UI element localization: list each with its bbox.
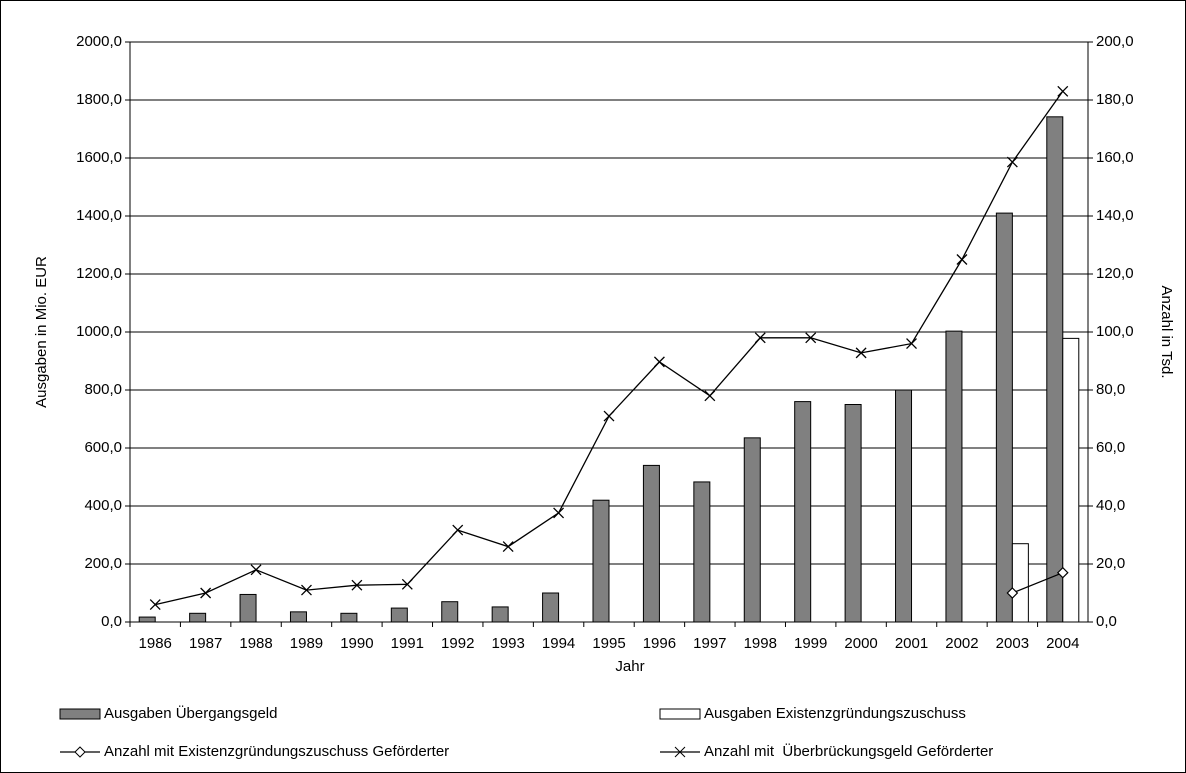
legend-label: Ausgaben Übergangsgeld: [104, 704, 277, 722]
marker: [754, 332, 766, 344]
x-tick-label: 1998: [744, 635, 777, 652]
legend-swatch: [59, 708, 101, 720]
y2-tick-label: 40,0: [1096, 497, 1125, 514]
bar: [592, 499, 610, 623]
x-axis-title: Jahr: [615, 658, 644, 675]
bar: [491, 606, 509, 623]
y2-tick-label: 200,0: [1096, 33, 1134, 50]
bar: [340, 612, 358, 623]
x-tick-label: 1990: [340, 635, 373, 652]
y-tick-label: 800,0: [84, 381, 122, 398]
x-tick-label: 2000: [844, 635, 877, 652]
y2-tick-label: 180,0: [1096, 91, 1134, 108]
line: [1012, 572, 1064, 594]
marker: [452, 524, 464, 536]
bar: [794, 401, 812, 623]
bar: [743, 437, 761, 623]
marker: [351, 579, 363, 591]
marker: [553, 507, 565, 519]
y2-tick-label: 120,0: [1096, 265, 1134, 282]
x-tick-label: 1987: [189, 635, 222, 652]
y-tick-label: 2000,0: [76, 33, 122, 50]
x-tick-label: 1991: [391, 635, 424, 652]
y-tick-label: 600,0: [84, 439, 122, 456]
bar: [289, 611, 307, 623]
y-axis-title: Ausgaben in Mio. EUR: [33, 256, 50, 408]
x-tick-label: 1995: [592, 635, 625, 652]
legend-marker: [74, 746, 86, 758]
x-tick-label: 2002: [945, 635, 978, 652]
bar: [1046, 116, 1064, 623]
marker: [502, 541, 514, 553]
x-tick-label: 2004: [1046, 635, 1079, 652]
y2-tick-label: 80,0: [1096, 381, 1125, 398]
marker: [301, 584, 312, 596]
bar: [1062, 337, 1080, 623]
marker: [401, 578, 413, 590]
y2-tick-label: 140,0: [1096, 207, 1134, 224]
marker: [653, 356, 665, 368]
y2-tick-label: 60,0: [1096, 439, 1125, 456]
y2-tick-label: 100,0: [1096, 323, 1134, 340]
y2-tick-label: 160,0: [1096, 149, 1134, 166]
bar: [844, 404, 862, 623]
legend-swatch: [659, 708, 701, 720]
bar: [390, 607, 408, 623]
x-tick-label: 1992: [441, 635, 474, 652]
y-tick-label: 400,0: [84, 497, 122, 514]
bar: [189, 612, 207, 623]
bar: [945, 330, 963, 623]
y2-tick-label: 0,0: [1096, 613, 1117, 630]
x-tick-label: 1996: [643, 635, 676, 652]
x-tick-label: 1997: [693, 635, 726, 652]
bar: [441, 601, 459, 623]
x-tick-label: 1993: [491, 635, 524, 652]
marker: [603, 410, 615, 422]
bar: [1011, 543, 1029, 623]
marker: [1056, 566, 1069, 579]
y-tick-label: 0,0: [101, 613, 122, 630]
marker: [250, 564, 262, 576]
marker: [1006, 587, 1019, 599]
marker: [1057, 85, 1069, 97]
marker: [855, 347, 867, 359]
y-tick-label: 1200,0: [76, 265, 122, 282]
y-tick-label: 1000,0: [76, 323, 122, 340]
legend-label: Anzahl mit Überbrückungsgeld Geförderter: [704, 742, 993, 760]
y-tick-label: 1600,0: [76, 149, 122, 166]
x-tick-label: 1994: [542, 635, 575, 652]
bar: [542, 592, 560, 623]
y-tick-label: 1400,0: [76, 207, 122, 224]
x-tick-label: 1989: [290, 635, 323, 652]
x-tick-label: 2003: [996, 635, 1029, 652]
y-tick-label: 1800,0: [76, 91, 122, 108]
marker: [704, 390, 716, 402]
y2-tick-label: 20,0: [1096, 555, 1125, 572]
y-tick-label: 200,0: [84, 555, 122, 572]
marker: [200, 587, 212, 599]
bar: [895, 389, 913, 623]
marker: [149, 599, 161, 611]
marker: [956, 254, 968, 265]
x-tick-label: 1986: [139, 635, 172, 652]
bar: [693, 481, 711, 623]
bar: [995, 212, 1013, 623]
bar: [138, 616, 156, 623]
legend-label: Anzahl mit Existenzgründungszuschuss Gef…: [104, 743, 449, 760]
marker: [1006, 156, 1018, 168]
x-tick-label: 1999: [794, 635, 827, 652]
legend-label: Ausgaben Existenzgründungszuschuss: [704, 705, 966, 722]
legend-marker: [674, 746, 686, 758]
marker: [805, 332, 817, 344]
y2-axis-title: Anzahl in Tsd.: [1158, 285, 1175, 378]
x-tick-label: 2001: [895, 635, 928, 652]
marker: [906, 338, 917, 350]
bar: [642, 464, 660, 623]
bar: [239, 593, 257, 623]
x-tick-label: 1988: [239, 635, 272, 652]
